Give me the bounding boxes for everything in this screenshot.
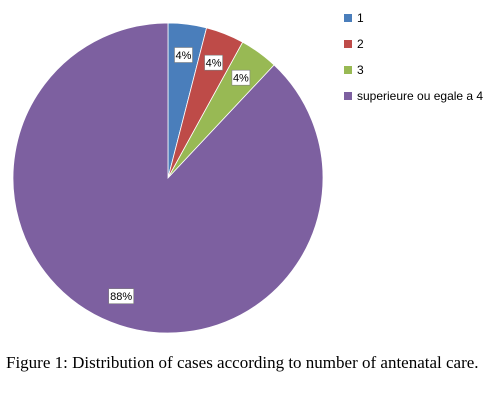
caption-label: Figure 1: — [6, 353, 68, 372]
legend-swatch — [344, 14, 352, 22]
legend-item-1: 1 — [344, 11, 364, 25]
slice-labels: 4% 4% 4% 88% — [108, 47, 251, 305]
caption-text: Distribution of cases according to numbe… — [72, 353, 479, 372]
slice-label-text: 4% — [206, 58, 222, 70]
legend-label: 3 — [357, 63, 364, 77]
slice-label-box — [174, 47, 193, 63]
pie-slices — [12, 22, 324, 334]
legend-swatch — [344, 92, 352, 100]
pie-slice-4 — [12, 22, 324, 334]
legend-label: superieure ou egale a 4 — [357, 89, 483, 103]
slice-label-box — [108, 288, 134, 305]
legend-item-4: superieure ou egale a 4 — [344, 89, 483, 103]
slice-label-2: 4% — [204, 54, 223, 71]
slice-label-box — [204, 54, 223, 71]
legend: 1 2 3 superieure ou egale a 4 — [344, 11, 483, 103]
figure-caption: Figure 1: Distribution of cases accordin… — [6, 352, 496, 374]
legend-label: 1 — [357, 11, 364, 25]
slice-label-box — [231, 69, 251, 86]
legend-item-3: 3 — [344, 63, 364, 77]
slice-label-1: 4% — [174, 47, 193, 63]
slice-label-text: 88% — [110, 291, 132, 303]
legend-item-2: 2 — [344, 37, 364, 51]
slice-label-text: 4% — [176, 50, 192, 62]
legend-swatch — [344, 66, 352, 74]
slice-label-4: 88% — [108, 288, 134, 305]
pie-chart: 4% 4% 4% 88% 1 2 3 superieure ou egale a 4 — [12, 11, 483, 334]
legend-label: 2 — [357, 37, 364, 51]
legend-swatch — [344, 40, 352, 48]
slice-label-text: 4% — [233, 73, 249, 85]
slice-label-3: 4% — [231, 69, 251, 86]
